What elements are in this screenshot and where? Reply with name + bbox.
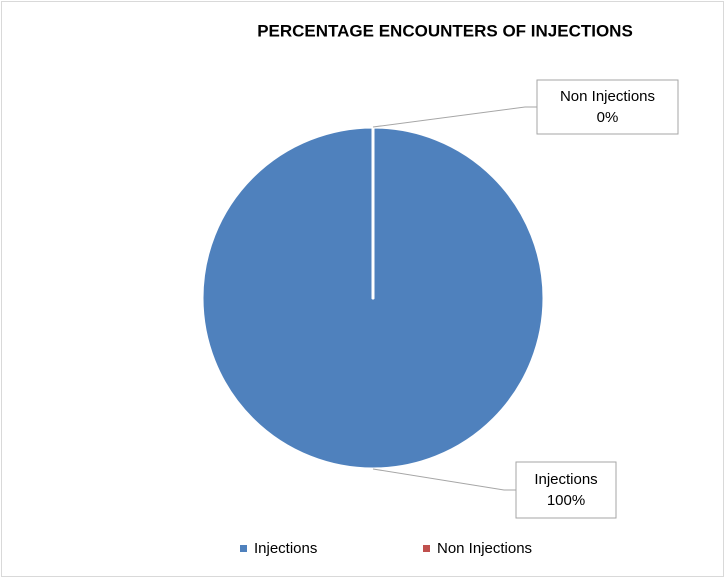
leader-line [372, 468, 516, 491]
data-label-box [515, 461, 617, 519]
legend-marker [423, 545, 430, 552]
data-label-value: 100% [547, 492, 585, 509]
leader-line [372, 106, 537, 128]
legend-marker [240, 545, 247, 552]
chart-title: PERCENTAGE ENCOUNTERS OF INJECTIONS [257, 21, 633, 40]
data-label-value: 0% [597, 109, 619, 126]
data-label-name: Non Injections [560, 88, 655, 105]
data-label-name: Injections [534, 471, 597, 488]
legend-label: Non Injections [437, 540, 532, 557]
data-label-box [536, 79, 679, 135]
legend-label: Injections [254, 540, 317, 557]
